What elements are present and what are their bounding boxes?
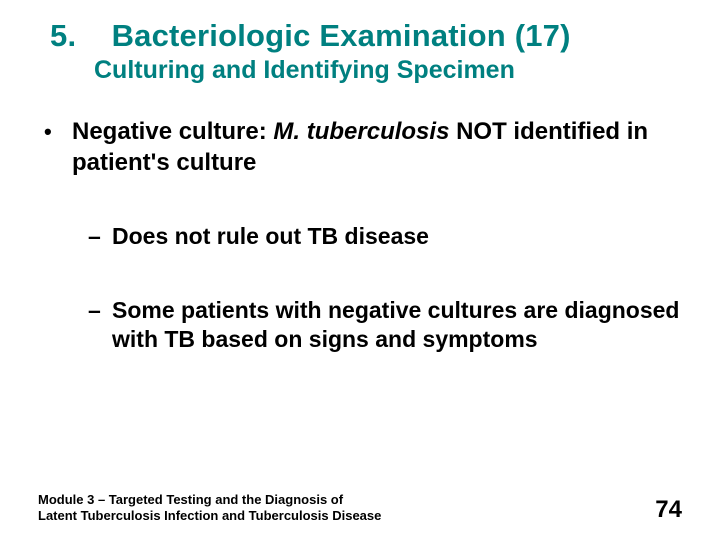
footer-module: Module 3 – Targeted Testing and the Diag… [38, 492, 381, 525]
body: • Negative culture: M. tuberculosis NOT … [38, 117, 682, 355]
bullet-text: Does not rule out TB disease [112, 222, 682, 251]
slide: 5. Bacteriologic Examination (17) Cultur… [0, 0, 720, 540]
bullet-marker: – [88, 222, 112, 251]
title-main: Bacteriologic Examination (17) [112, 18, 571, 53]
bullet-level2: – Does not rule out TB disease [88, 222, 682, 251]
bullet-text: Negative culture: M. tuberculosis NOT id… [72, 117, 682, 178]
bullet-marker: • [38, 117, 72, 178]
page-number: 74 [655, 496, 682, 524]
bullet-italic: M. tuberculosis [273, 118, 449, 145]
title-number: 5. [50, 18, 76, 53]
bullet-marker: – [88, 296, 112, 355]
title-row: 5. Bacteriologic Examination (17) [50, 18, 682, 54]
bullet-pre: Negative culture: [72, 118, 273, 145]
bullet-level2: – Some patients with negative cultures a… [88, 296, 682, 355]
footer-line2: Latent Tuberculosis Infection and Tuberc… [38, 508, 381, 524]
title-block: 5. Bacteriologic Examination (17) Cultur… [50, 18, 682, 85]
footer-line1: Module 3 – Targeted Testing and the Diag… [38, 492, 381, 508]
footer: Module 3 – Targeted Testing and the Diag… [38, 492, 682, 525]
bullet-text: Some patients with negative cultures are… [112, 296, 682, 355]
subtitle: Culturing and Identifying Specimen [94, 56, 682, 85]
bullet-level1: • Negative culture: M. tuberculosis NOT … [38, 117, 682, 178]
